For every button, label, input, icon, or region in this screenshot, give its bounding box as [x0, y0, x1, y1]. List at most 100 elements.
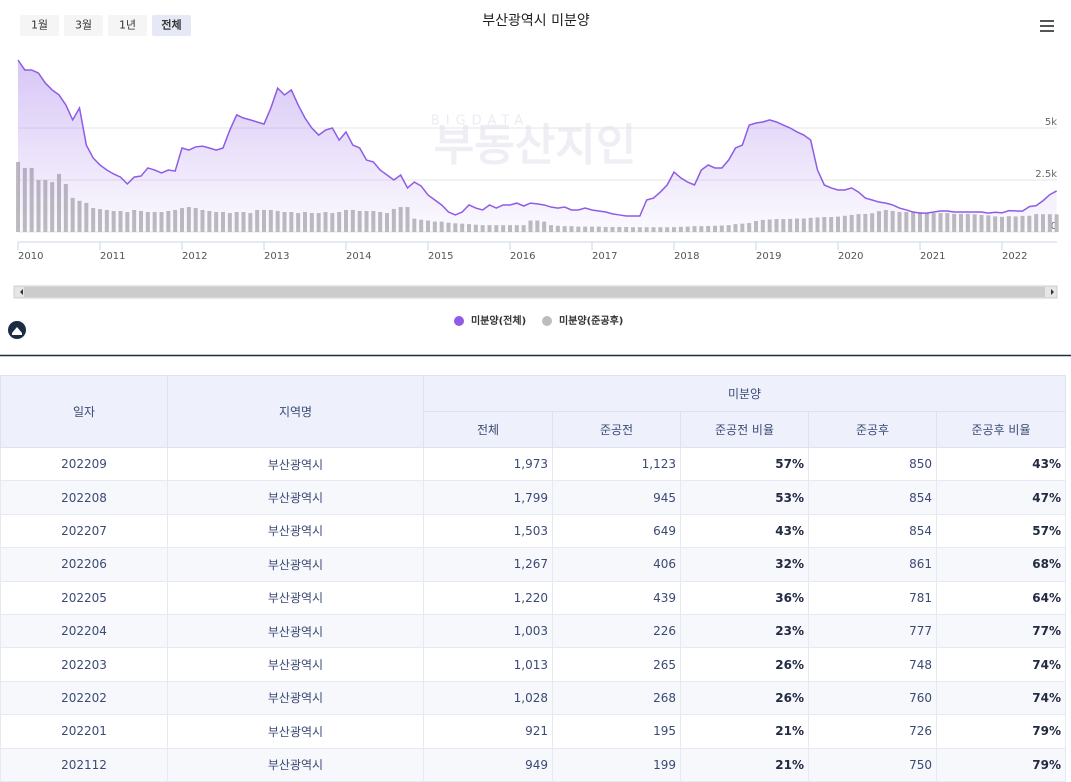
range-button-label[interactable]: 3월 [75, 19, 92, 32]
table-cell: 32% [680, 547, 809, 582]
table-cell: 202209 [0, 447, 168, 482]
legend-label[interactable]: 미분양(준공후) [559, 314, 623, 327]
table-cell: 268 [552, 681, 681, 716]
header-cell: 준공후 비율 [935, 411, 1067, 448]
legend-marker[interactable] [454, 316, 464, 326]
legend-label[interactable]: 미분양(전체) [471, 314, 526, 327]
legend-marker[interactable] [542, 316, 552, 326]
table-cell: 1,220 [423, 581, 553, 615]
table-cell: 202202 [0, 681, 168, 716]
line [17, 59, 1058, 217]
table-cell: 1,503 [423, 514, 553, 549]
table-cell: 1,267 [423, 547, 553, 582]
table-row: 202209 부산광역시 1,973 1,123 57% 850 43% [0, 447, 1067, 482]
table-row: 202112 부산광역시 949 199 21% 750 79% [0, 748, 1067, 782]
header-cell: 준공후 [808, 411, 937, 448]
table-cell: 265 [552, 647, 681, 682]
table-cell: 74% [935, 647, 1067, 682]
table-cell: 1,003 [423, 614, 553, 649]
table-cell: 921 [423, 714, 553, 749]
table-cell: 854 [808, 514, 937, 549]
table-cell: 406 [552, 547, 681, 582]
table-row: 202204 부산광역시 1,003 226 23% 777 77% [0, 614, 1067, 649]
y-tick-label: 2.5k [1035, 169, 1057, 180]
table-cell: 195 [552, 714, 681, 749]
table-row: 202201 부산광역시 921 195 21% 726 79% [0, 714, 1067, 749]
table-cell: 199 [552, 748, 681, 782]
table-cell: 79% [935, 714, 1067, 749]
table-cell: 부산광역시 [167, 447, 424, 482]
chart-title: 부산광역시 미분양 [482, 13, 590, 29]
range-button-label[interactable]: 1년 [119, 19, 136, 32]
x-tick-label: 2012 [182, 251, 207, 262]
table-cell: 1,013 [423, 647, 553, 682]
table-row: 202202 부산광역시 1,028 268 26% 760 74% [0, 681, 1067, 716]
table-cell: 726 [808, 714, 937, 749]
table-cell: 부산광역시 [167, 714, 424, 749]
table-cell: 부산광역시 [167, 514, 424, 549]
table-cell: 부산광역시 [167, 647, 424, 682]
table-cell: 439 [552, 581, 681, 615]
table-cell: 57% [935, 514, 1067, 549]
table-cell: 부산광역시 [167, 614, 424, 649]
x-tick-label: 2011 [100, 251, 125, 262]
chart: 부산광역시 미분양 BIGDATA 부동산지인 1월3월1년전체02.5k5k2… [0, 13, 1071, 357]
x-tick-label: 2013 [264, 251, 289, 262]
table-row: 202206 부산광역시 1,267 406 32% 861 68% [0, 547, 1067, 582]
scrollbar-thumb[interactable] [24, 287, 1045, 297]
table-cell: 26% [680, 681, 809, 716]
table-cell: 202208 [0, 480, 168, 515]
table-cell: 57% [680, 447, 809, 482]
table-cell: 949 [423, 748, 553, 782]
table-cell: 47% [935, 480, 1067, 515]
table-cell: 1,973 [423, 447, 553, 482]
table-cell: 64% [935, 581, 1067, 615]
range-button-label[interactable]: 1월 [31, 19, 48, 32]
menu-icon[interactable] [1040, 20, 1054, 32]
table-cell: 202204 [0, 614, 168, 649]
area [18, 60, 1057, 232]
table-cell: 850 [808, 447, 937, 482]
table-cell: 36% [680, 581, 809, 615]
table-cell: 781 [808, 581, 937, 615]
table-cell: 부산광역시 [167, 681, 424, 716]
table-row: 202203 부산광역시 1,013 265 26% 748 74% [0, 647, 1067, 682]
table-cell: 부산광역시 [167, 581, 424, 615]
data-table: 일자 지역명 미분양 전체 준공전 준공전 비율 준공후 준공후 비율 202209 부산광역시 1… [0, 375, 1067, 782]
table-cell: 79% [935, 748, 1067, 782]
table-cell: 649 [552, 514, 681, 549]
table-cell: 854 [808, 480, 937, 515]
x-tick-label: 2014 [346, 251, 371, 262]
table-cell: 202112 [0, 748, 168, 782]
table-cell: 202207 [0, 514, 168, 549]
x-tick-label: 2019 [756, 251, 781, 262]
table-cell: 77% [935, 614, 1067, 649]
range-button-label[interactable]: 전체 [161, 18, 181, 32]
y-tick-label: 5k [1045, 117, 1057, 128]
table-cell: 21% [680, 748, 809, 782]
table-cell: 1,028 [423, 681, 553, 716]
table-cell: 777 [808, 614, 937, 649]
table-row: 202208 부산광역시 1,799 945 53% 854 47% [0, 480, 1067, 515]
table-cell: 202206 [0, 547, 168, 582]
range-button[interactable] [64, 15, 103, 36]
x-tick-label: 2022 [1002, 251, 1027, 262]
table-cell: 226 [552, 614, 681, 649]
range-button[interactable] [108, 15, 147, 36]
range-button[interactable] [20, 15, 59, 36]
range-button[interactable] [152, 15, 191, 36]
x-tick-label: 2017 [592, 251, 617, 262]
table-row: 202207 부산광역시 1,503 649 43% 854 57% [0, 514, 1067, 549]
table-cell: 43% [935, 447, 1067, 482]
table-cell: 부산광역시 [167, 547, 424, 582]
header-row: 전체 준공전 준공전 비율 준공후 준공후 비율 [1, 411, 1067, 448]
table-cell: 1,123 [552, 447, 681, 482]
table-cell: 202201 [0, 714, 168, 749]
table-cell: 21% [680, 714, 809, 749]
table-cell: 43% [680, 514, 809, 549]
header-cell: 일자 [0, 375, 168, 448]
x-tick-label: 2020 [838, 251, 863, 262]
table-cell: 1,799 [423, 480, 553, 515]
watermark: BIGDATA [431, 114, 529, 129]
